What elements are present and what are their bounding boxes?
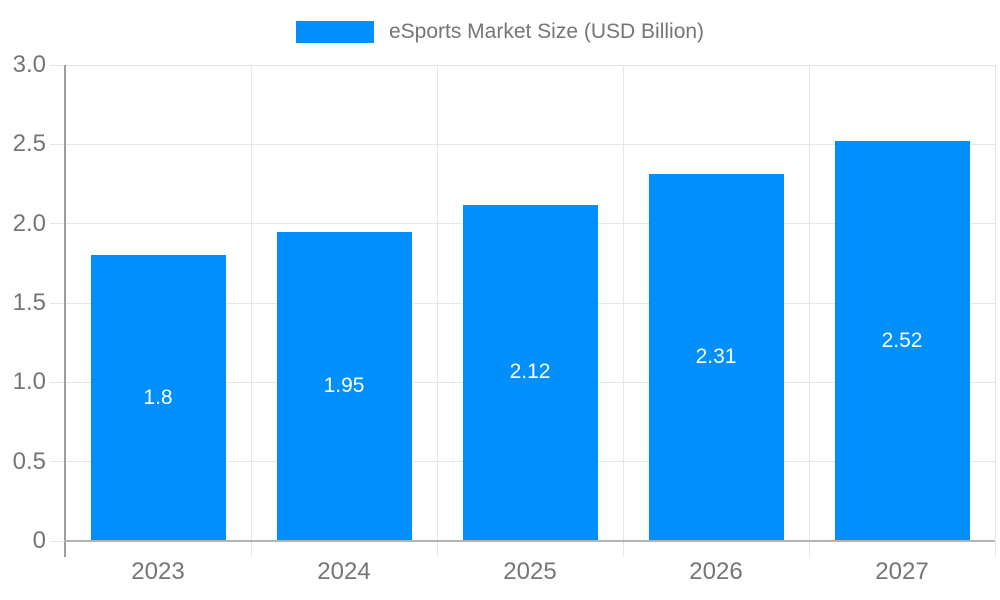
bar-2026 — [648, 174, 784, 540]
y-axis-line — [64, 65, 66, 557]
y-tick-label: 1.0 — [12, 368, 46, 396]
y-tick-label: 2.0 — [12, 209, 46, 237]
x-tick-label: 2025 — [503, 558, 557, 585]
legend-color-swatch — [295, 21, 374, 43]
bar-value-label: 2.31 — [695, 345, 737, 369]
legend-label: eSports Market Size (USD Billion) — [388, 20, 705, 43]
y-tick-label: 0 — [32, 527, 46, 554]
bar-value-label: 2.12 — [509, 360, 551, 384]
y-tick-label: 3.0 — [12, 51, 46, 78]
x-tick-label: 2023 — [131, 558, 185, 585]
x-axis-line — [64, 540, 995, 542]
bar-2025 — [462, 204, 598, 540]
bar-value-label: 1.8 — [143, 385, 173, 409]
v-gridline — [250, 65, 252, 557]
y-tick-label: 1.5 — [12, 289, 46, 316]
y-tick-label: 2.5 — [12, 130, 46, 158]
v-gridline — [808, 65, 810, 557]
bar-value-label: 1.95 — [323, 373, 365, 397]
x-tick-label: 2027 — [875, 558, 929, 585]
x-tick-label: 2024 — [317, 558, 371, 585]
bar-2024 — [276, 231, 412, 540]
y-tick-label: 0.5 — [12, 447, 46, 475]
bar-value-label: 2.52 — [881, 328, 923, 352]
x-tick-label: 2026 — [689, 558, 743, 585]
y-axis-tick — [50, 540, 65, 542]
legend: eSports Market Size (USD Billion) — [0, 18, 1000, 46]
v-gridline — [994, 65, 996, 557]
bar-2027 — [834, 141, 970, 540]
v-gridline — [622, 65, 624, 557]
h-gridline — [50, 64, 995, 66]
h-gridline — [50, 143, 995, 145]
v-gridline — [436, 65, 438, 557]
bar-2023 — [90, 255, 226, 540]
